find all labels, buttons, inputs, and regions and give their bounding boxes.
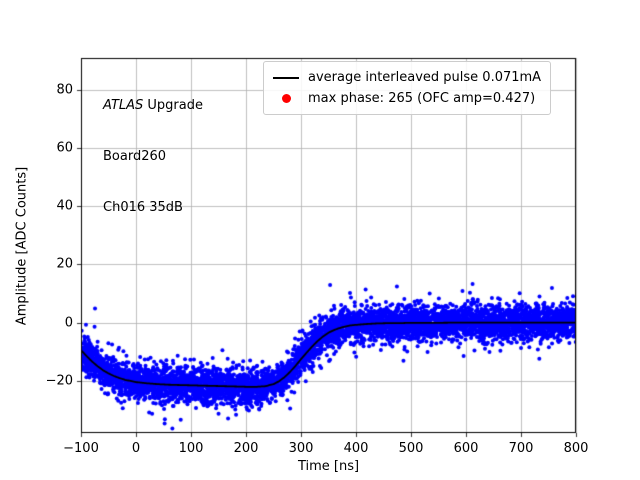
y-tick-label: 20 (56, 256, 73, 272)
y-tick-label: 60 (56, 140, 73, 156)
annotation-board: Board260 (103, 149, 167, 164)
y-axis-label: Amplitude [ADC Counts] (14, 166, 30, 325)
legend-dot-icon (271, 94, 301, 103)
x-tick-label: 300 (288, 441, 314, 456)
legend-item: max phase: 265 (OFC amp=0.427) (271, 88, 541, 109)
annotation-channel: Ch016 35dB (103, 200, 183, 215)
x-tick-label: 600 (453, 441, 479, 456)
legend-line-icon (271, 76, 301, 79)
legend-item: average interleaved pulse 0.071mA (271, 67, 541, 88)
annotation-text: ATLAS Upgrade Board260 Ch016 35dB (103, 63, 203, 250)
x-tick-label: 0 (131, 441, 141, 456)
legend-label: average interleaved pulse 0.071mA (308, 70, 542, 85)
y-tick-label: −20 (45, 373, 73, 389)
annotation-upgrade: Upgrade (143, 98, 203, 113)
x-tick-label: 700 (508, 441, 534, 456)
legend: average interleaved pulse 0.071mA max pha… (263, 61, 552, 115)
x-tick-label: −100 (63, 441, 99, 456)
legend-label: max phase: 265 (OFC amp=0.427) (308, 91, 536, 106)
x-tick-label: 200 (233, 441, 259, 456)
x-tick-label: 100 (178, 441, 204, 456)
annotation-atlas: ATLAS (103, 98, 144, 113)
y-tick-label: 40 (56, 198, 73, 214)
y-tick-label: 80 (56, 82, 73, 98)
y-tick-label: 0 (64, 315, 73, 331)
x-axis-label: Time [ns] (297, 459, 360, 474)
x-tick-label: 400 (343, 441, 369, 456)
x-tick-label: 800 (563, 441, 589, 456)
annotation-line-1: ATLAS Upgrade (103, 97, 203, 114)
x-tick-label: 500 (398, 441, 424, 456)
